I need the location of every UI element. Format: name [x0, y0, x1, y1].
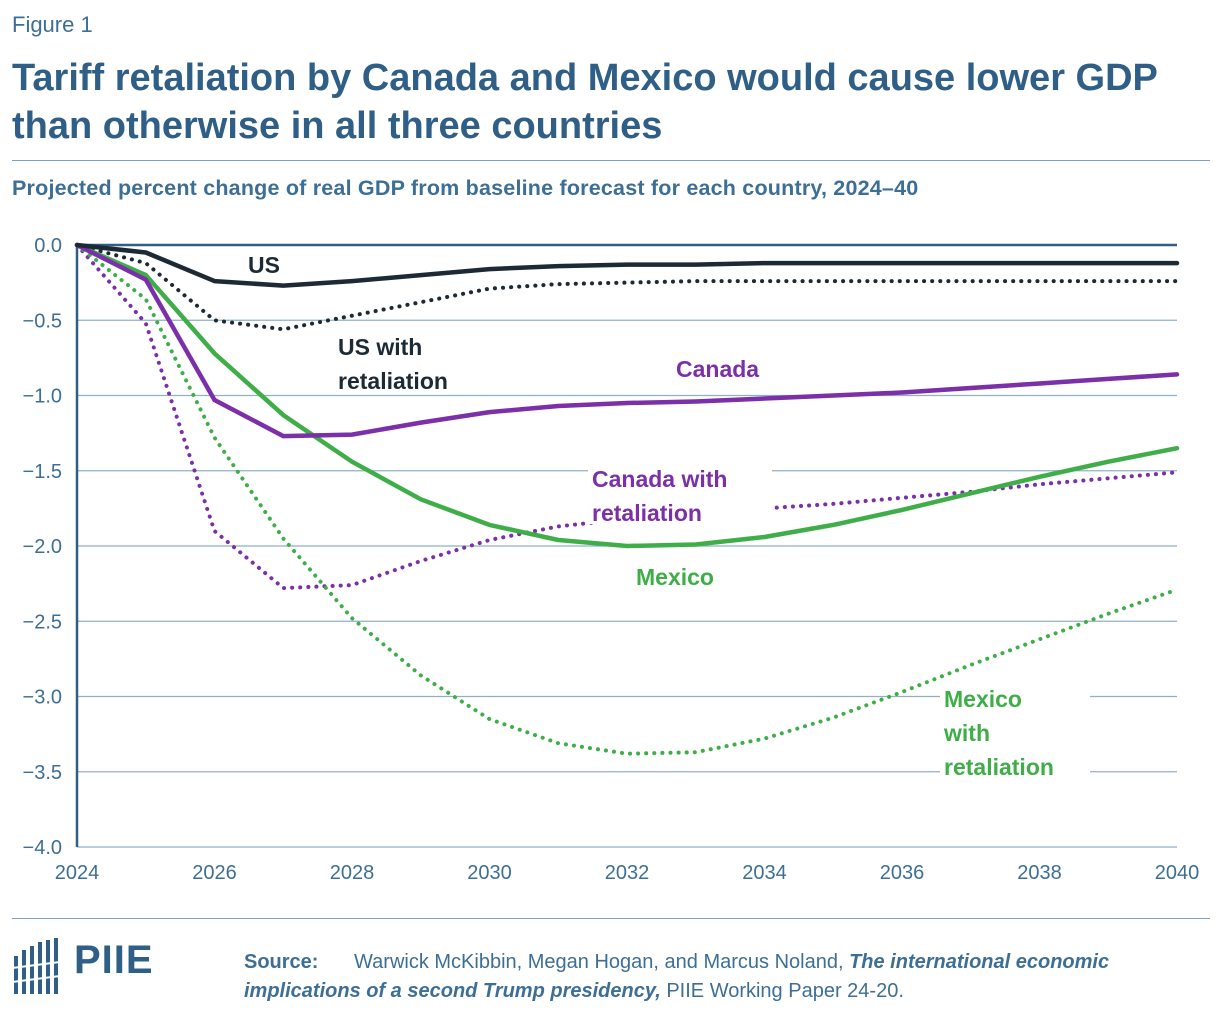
series-line-us [74, 242, 1180, 288]
x-tick-label: 2038 [1017, 862, 1062, 884]
series-line-mexico-with-retaliation [75, 243, 1179, 756]
y-tick-label: −4.0 [23, 837, 62, 859]
line-chart: 0.0 −0.5 −1.0 −1.5 −2.0 −2.5 −3.0 −3.5 −4.0 2024… [23, 235, 1200, 884]
x-tick-label: 2024 [55, 862, 100, 884]
y-tick-label: −1.0 [23, 386, 62, 408]
source-authors: Warwick McKibbin, Megan Hogan, and Marcu… [354, 951, 850, 973]
x-tick-label: 2040 [1155, 862, 1200, 884]
y-tick-label: −0.5 [23, 310, 62, 332]
series-lines [74, 242, 1180, 756]
source-note: Source: Warwick McKibbin, Megan Hogan, a… [244, 948, 1204, 1006]
series-line-canada [74, 242, 1180, 439]
series-line-mexico [74, 242, 1180, 549]
y-tick-label: −2.0 [23, 536, 62, 558]
series-line-us-with-retaliation [75, 243, 1179, 332]
x-tick-label: 2032 [605, 862, 650, 884]
y-tick-label: −3.5 [23, 762, 62, 784]
x-axis-ticks: 2024 2026 2028 2030 2032 2034 2036 2038 2040 [55, 862, 1200, 884]
label-mexico: Mexico [636, 564, 714, 590]
mexico-retaliation-label-bg [940, 680, 1090, 784]
x-tick-label: 2028 [330, 862, 375, 884]
label-mexico-with-retaliation-2: with [943, 720, 990, 746]
label-mexico-with-retaliation-3: retaliation [944, 754, 1054, 780]
label-us-with-retaliation-2: retaliation [338, 368, 448, 394]
y-tick-label: 0.0 [34, 235, 62, 257]
y-tick-label: −2.5 [23, 611, 62, 633]
label-us-with-retaliation-1: US with [338, 334, 422, 360]
logo-wordmark: PIIE [74, 938, 154, 982]
label-canada-with-retaliation-1: Canada with [592, 466, 727, 492]
source-label: Source: [244, 951, 319, 973]
source-publisher: PIIE Working Paper 24-20. [666, 980, 904, 1002]
y-axis-ticks: 0.0 −0.5 −1.0 −1.5 −2.0 −2.5 −3.0 −3.5 −4.0 [23, 235, 62, 859]
canada-retaliation-label-bg [588, 462, 772, 524]
chart-title: Tariff retaliation by Canada and Mexico … [12, 57, 1158, 147]
y-tick-label: −1.5 [23, 461, 62, 483]
source-work-title: The international economic implications … [244, 951, 1110, 1002]
x-tick-label: 2030 [467, 862, 512, 884]
y-tick-label: −3.0 [23, 687, 62, 709]
label-canada: Canada [676, 356, 759, 382]
x-tick-label: 2034 [742, 862, 787, 884]
x-tick-label: 2036 [880, 862, 925, 884]
building-logo-icon [11, 938, 61, 994]
label-mexico-with-retaliation-1: Mexico [944, 686, 1022, 712]
chart-subtitle: Projected percent change of real GDP fro… [12, 176, 919, 200]
series-labels: US US with retaliation Canada Canada wit… [248, 252, 1090, 784]
label-canada-with-retaliation-2: retaliation [592, 500, 702, 526]
title-divider [12, 160, 1210, 161]
x-tick-label: 2026 [192, 862, 237, 884]
figure-label: Figure 1 [12, 12, 93, 37]
footer-divider [12, 918, 1210, 919]
label-us: US [248, 252, 280, 278]
piie-logo: PIIE [11, 938, 172, 998]
